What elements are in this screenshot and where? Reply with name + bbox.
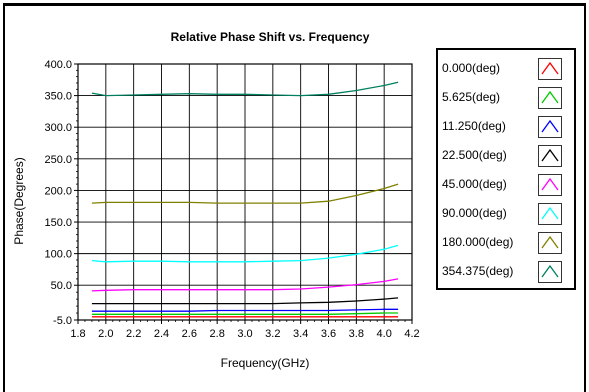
legend-label: 354.375(deg)	[442, 264, 514, 278]
legend-item: 45.000(deg)	[438, 172, 574, 200]
legend-swatch-line	[541, 90, 559, 104]
x-tick-label: 3.4	[293, 328, 308, 340]
axis-ticks: 1.8 2.0 2.2 2.4 2.6 2.8 3.0 3.2 3.4 3.6 3.8 4.0 4.2 -…	[44, 59, 419, 340]
x-tick-label: 3.6	[321, 328, 336, 340]
legend-label: 0.000(deg)	[442, 61, 501, 75]
x-tick-label: 2.2	[126, 328, 141, 340]
chart-frame	[3, 3, 586, 392]
legend-item: 90.000(deg)	[438, 201, 574, 229]
series-lines	[91, 81, 399, 318]
legend-swatch-line	[541, 148, 559, 162]
x-tick-label: 2.6	[182, 328, 197, 340]
x-tick-label: 3.8	[349, 328, 364, 340]
legend-swatch-icon	[538, 116, 562, 138]
legend-swatch-line	[541, 119, 559, 133]
y-tick-label: 400.0	[44, 59, 72, 71]
legend-item: 180.000(deg)	[438, 230, 574, 258]
y-tick-label: 150.0	[44, 217, 72, 229]
legend-swatch-icon	[538, 58, 562, 80]
legend-swatch-line	[541, 206, 559, 220]
series-line-5	[91, 278, 399, 292]
legend-swatch-line	[541, 235, 559, 249]
x-axis-title: Frequency(GHz)	[220, 356, 310, 370]
legend-swatch-line	[541, 177, 559, 191]
y-tick-label: 300.0	[44, 122, 72, 134]
x-tick-label: 4.0	[377, 328, 392, 340]
chart-title: Relative Phase Shift vs. Frequency	[170, 30, 370, 44]
legend-swatch-icon	[538, 232, 562, 254]
plot-border	[77, 63, 413, 321]
x-tick-label: 1.8	[70, 328, 85, 340]
x-tick-label: 2.4	[154, 328, 169, 340]
legend: 0.000(deg) 5.625(deg) 11.250(deg) 22.500(de…	[436, 48, 576, 290]
legend-swatch-line	[541, 264, 559, 278]
legend-label: 180.000(deg)	[442, 235, 514, 249]
legend-label: 22.500(deg)	[442, 148, 507, 162]
legend-label: 11.250(deg)	[442, 119, 506, 133]
legend-item: 11.250(deg)	[438, 114, 574, 142]
series-line-7	[91, 183, 399, 204]
legend-label: 45.000(deg)	[442, 177, 507, 191]
y-tick-label: 100.0	[44, 249, 72, 261]
x-tick-label: 4.2	[404, 328, 419, 340]
series-line-8	[91, 81, 399, 97]
x-tick-label: 3.0	[237, 328, 252, 340]
legend-swatch-icon	[538, 174, 562, 196]
y-tick-label: 250.0	[44, 154, 72, 166]
x-tick-label: 2.8	[210, 328, 225, 340]
y-tick-label: 350.0	[44, 91, 72, 103]
y-tick-label: 200.0	[44, 185, 72, 197]
legend-item: 5.625(deg)	[438, 85, 574, 113]
x-tick-label: 2.0	[98, 328, 113, 340]
legend-item: 0.000(deg)	[438, 56, 574, 84]
series-line-6	[91, 244, 399, 263]
legend-swatch-icon	[538, 145, 562, 167]
legend-label: 5.625(deg)	[442, 90, 501, 104]
legend-label: 90.000(deg)	[442, 206, 507, 220]
x-tick-label: 3.2	[265, 328, 280, 340]
legend-swatch-line	[541, 61, 559, 75]
y-tick-label: -5.0	[53, 315, 72, 327]
legend-item: 22.500(deg)	[438, 143, 574, 171]
legend-swatch-icon	[538, 203, 562, 225]
legend-item: 354.375(deg)	[438, 259, 574, 287]
legend-swatch-icon	[538, 261, 562, 283]
series-line-3	[91, 308, 399, 312]
series-line-4	[91, 297, 399, 305]
legend-swatch-icon	[538, 87, 562, 109]
grid	[77, 63, 413, 321]
y-tick-label: 50.0	[51, 280, 72, 292]
series-line-2	[91, 312, 399, 315]
